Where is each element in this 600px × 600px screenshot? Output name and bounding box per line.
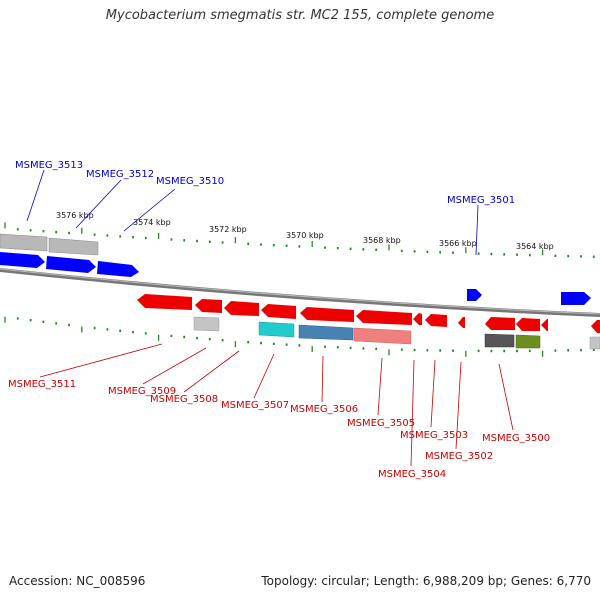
forward-leader-lines — [26, 169, 479, 256]
reverse-gene-arrow[interactable] — [356, 310, 412, 325]
reverse-gene-arrow[interactable] — [425, 314, 447, 327]
reverse-gene-arrow[interactable] — [137, 294, 192, 310]
forward-gene-arrow[interactable] — [561, 292, 591, 305]
forward-gene-arrow[interactable] — [0, 252, 45, 268]
leader-line — [475, 204, 479, 256]
gene-label[interactable]: MSMEG_3500 — [482, 433, 550, 444]
forward-gene-arrow[interactable] — [467, 289, 482, 301]
reverse-gene-arrow[interactable] — [541, 319, 548, 331]
leader-line — [430, 359, 436, 428]
genome-backbone — [0, 268, 600, 317]
feature-box — [258, 321, 295, 338]
gene-label[interactable]: MSMEG_3507 — [221, 400, 289, 411]
genome-title: Mycobacterium smegmatis str. MC2 155, co… — [105, 8, 495, 23]
gene-label[interactable]: MSMEG_3512 — [86, 169, 154, 180]
feature-box — [353, 327, 412, 345]
gene-label[interactable]: MSMEG_3510 — [156, 176, 224, 187]
forward-gene-labels: MSMEG_3513 MSMEG_3512 MSMEG_3510 MSMEG_3… — [15, 160, 515, 206]
gene-label[interactable]: MSMEG_3509 — [108, 386, 176, 397]
scale-label: 3566 kbp — [439, 239, 477, 248]
leader-line — [498, 363, 514, 431]
leader-line — [253, 353, 275, 399]
gene-label[interactable]: MSMEG_3506 — [290, 404, 358, 415]
reverse-gene-arrow[interactable] — [300, 307, 354, 322]
reverse-gene-arrow[interactable] — [413, 313, 422, 325]
feature-box — [48, 237, 99, 256]
feature-box — [484, 333, 515, 348]
feature-box — [589, 336, 600, 350]
genome-summary-text: Topology: circular; Length: 6,988,209 bp… — [261, 574, 591, 588]
reverse-gene-arrow[interactable] — [195, 299, 222, 313]
gene-label[interactable]: MSMEG_3511 — [8, 379, 76, 390]
reverse-genes — [137, 294, 600, 333]
outer-feature-boxes — [0, 233, 99, 256]
accession-text: Accession: NC_008596 — [9, 574, 146, 588]
leader-line — [410, 359, 415, 467]
scale-label: 3576 kbp — [56, 211, 94, 220]
feature-box — [298, 324, 354, 341]
genome-backbone-highlight — [0, 268, 600, 315]
leader-line — [377, 357, 383, 416]
gene-label[interactable]: MSMEG_3505 — [347, 418, 415, 429]
scale-label: 3568 kbp — [363, 236, 401, 245]
leader-line — [26, 169, 45, 222]
gene-label[interactable]: MSMEG_3501 — [447, 195, 515, 206]
reverse-gene-arrow[interactable] — [261, 304, 296, 319]
reverse-gene-arrow[interactable] — [591, 320, 600, 333]
feature-box — [193, 316, 220, 332]
scale-label: 3570 kbp — [286, 231, 324, 240]
reverse-gene-arrow[interactable] — [224, 301, 259, 316]
gene-label[interactable]: MSMEG_3504 — [378, 469, 446, 480]
reverse-gene-labels: MSMEG_3511 MSMEG_3509 MSMEG_3508 MSMEG_3… — [8, 379, 550, 480]
forward-genes — [0, 252, 591, 305]
scale-label: 3574 kbp — [133, 218, 171, 227]
gene-label[interactable]: MSMEG_3508 — [150, 394, 218, 405]
leader-line — [455, 361, 462, 450]
inner-feature-boxes — [193, 316, 600, 350]
gene-label[interactable]: MSMEG_3503 — [400, 430, 468, 441]
reverse-gene-arrow[interactable] — [485, 317, 515, 330]
feature-box — [515, 334, 541, 349]
scale-label: 3564 kbp — [516, 242, 554, 251]
leader-line — [142, 347, 207, 385]
gene-label[interactable]: MSMEG_3502 — [425, 451, 493, 462]
leader-line — [321, 355, 324, 403]
reverse-gene-arrow[interactable] — [516, 318, 540, 331]
gene-label[interactable]: MSMEG_3513 — [15, 160, 83, 171]
reverse-leader-lines — [39, 343, 514, 467]
reverse-gene-arrow[interactable] — [458, 317, 465, 328]
forward-gene-arrow[interactable] — [46, 256, 96, 273]
outer-tick-ring — [4, 222, 595, 258]
leader-line — [183, 350, 240, 393]
scale-label: 3572 kbp — [209, 225, 247, 234]
feature-box — [0, 233, 48, 252]
leader-line — [75, 179, 122, 229]
forward-gene-arrow[interactable] — [97, 261, 139, 277]
scale-labels: 3576 kbp 3574 kbp 3572 kbp 3570 kbp 3568… — [56, 211, 554, 251]
leader-line — [123, 188, 176, 232]
leader-line — [39, 343, 163, 378]
